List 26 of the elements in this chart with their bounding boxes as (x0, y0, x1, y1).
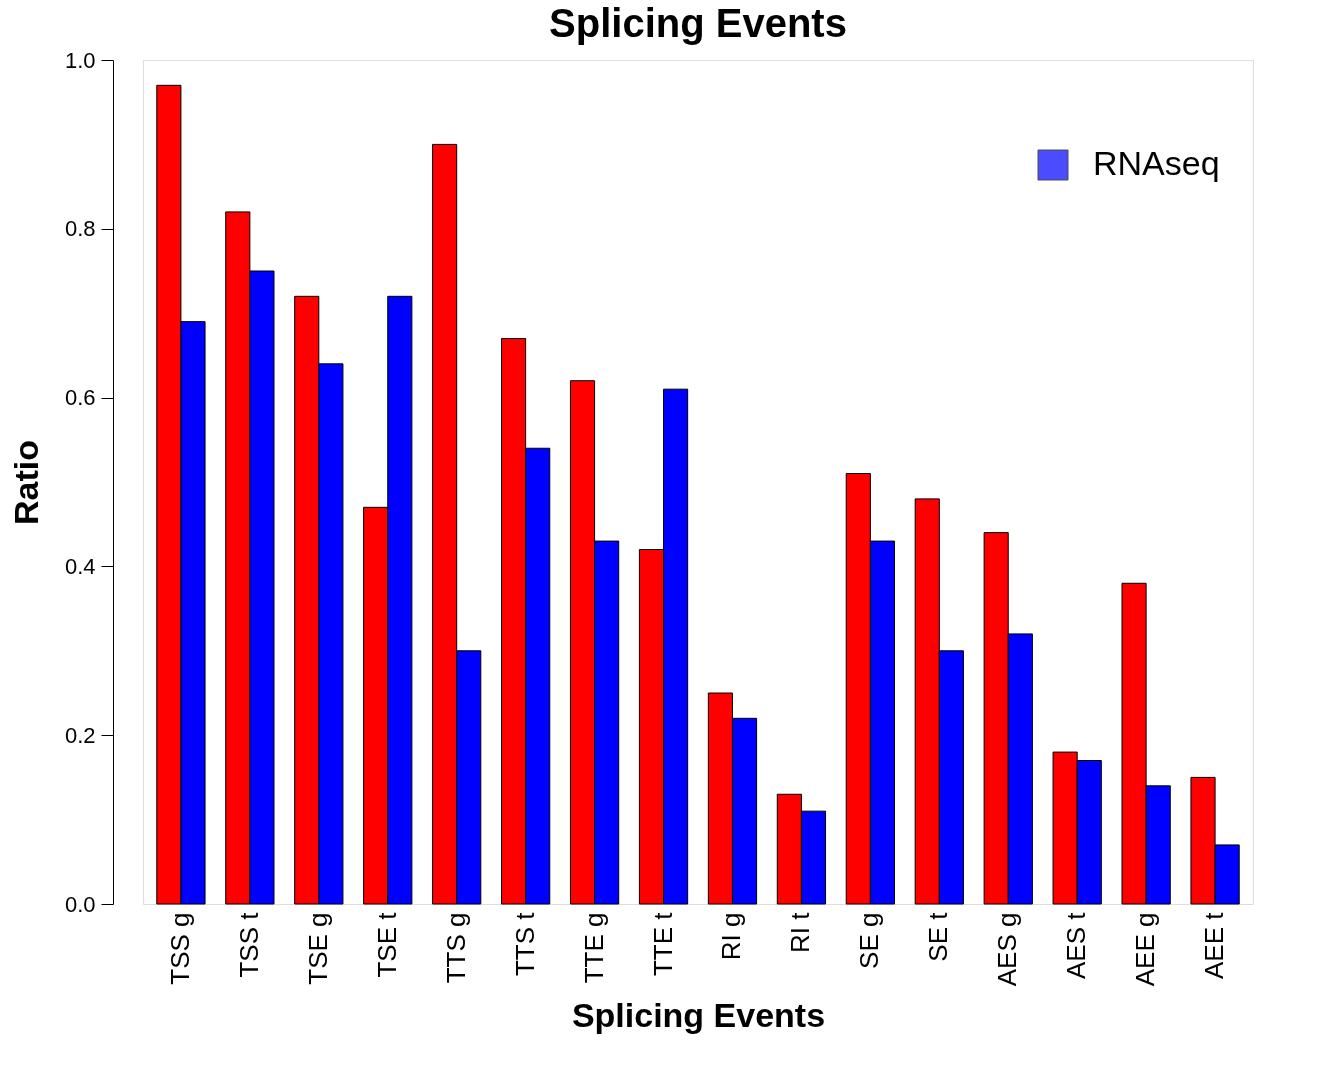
x-tick-label: TTE t (647, 911, 678, 977)
y-tick-label: 0.4 (64, 553, 96, 579)
y-tick-label: 0.2 (64, 722, 96, 748)
x-tick-label: SE t (923, 911, 954, 962)
y-tick-label: 0.8 (64, 216, 96, 242)
y-tick-label: 0.0 (64, 891, 96, 917)
x-tick-label: TSS g (164, 912, 195, 985)
x-tick-label: AES g (992, 912, 1023, 987)
x-tick-label: RI t (785, 911, 816, 953)
y-tick-label: 0.6 (64, 385, 96, 411)
x-tick-label: SE g (854, 912, 885, 969)
x-tick-label: TTS t (509, 911, 540, 977)
x-tick-label: AEE g (1130, 912, 1161, 987)
y-tick-label: 1.0 (64, 47, 96, 73)
x-tick-label: TSE t (371, 911, 402, 978)
x-tick-label: AES t (1061, 911, 1092, 979)
y-axis-title: Ratio (6, 440, 45, 525)
x-axis-title: Splicing Events (571, 996, 826, 1035)
x-tick-label: TTE g (578, 912, 609, 984)
chart-title: Splicing Events (549, 1, 847, 45)
legend-label: RNAseq (1093, 144, 1220, 182)
x-tick-label: TSE g (302, 912, 333, 985)
x-tick-label: TSS t (233, 911, 264, 978)
x-tick-label: RI g (716, 912, 747, 961)
x-tick-label: AEE t (1199, 911, 1230, 979)
x-tick-label: TTS g (440, 912, 471, 984)
